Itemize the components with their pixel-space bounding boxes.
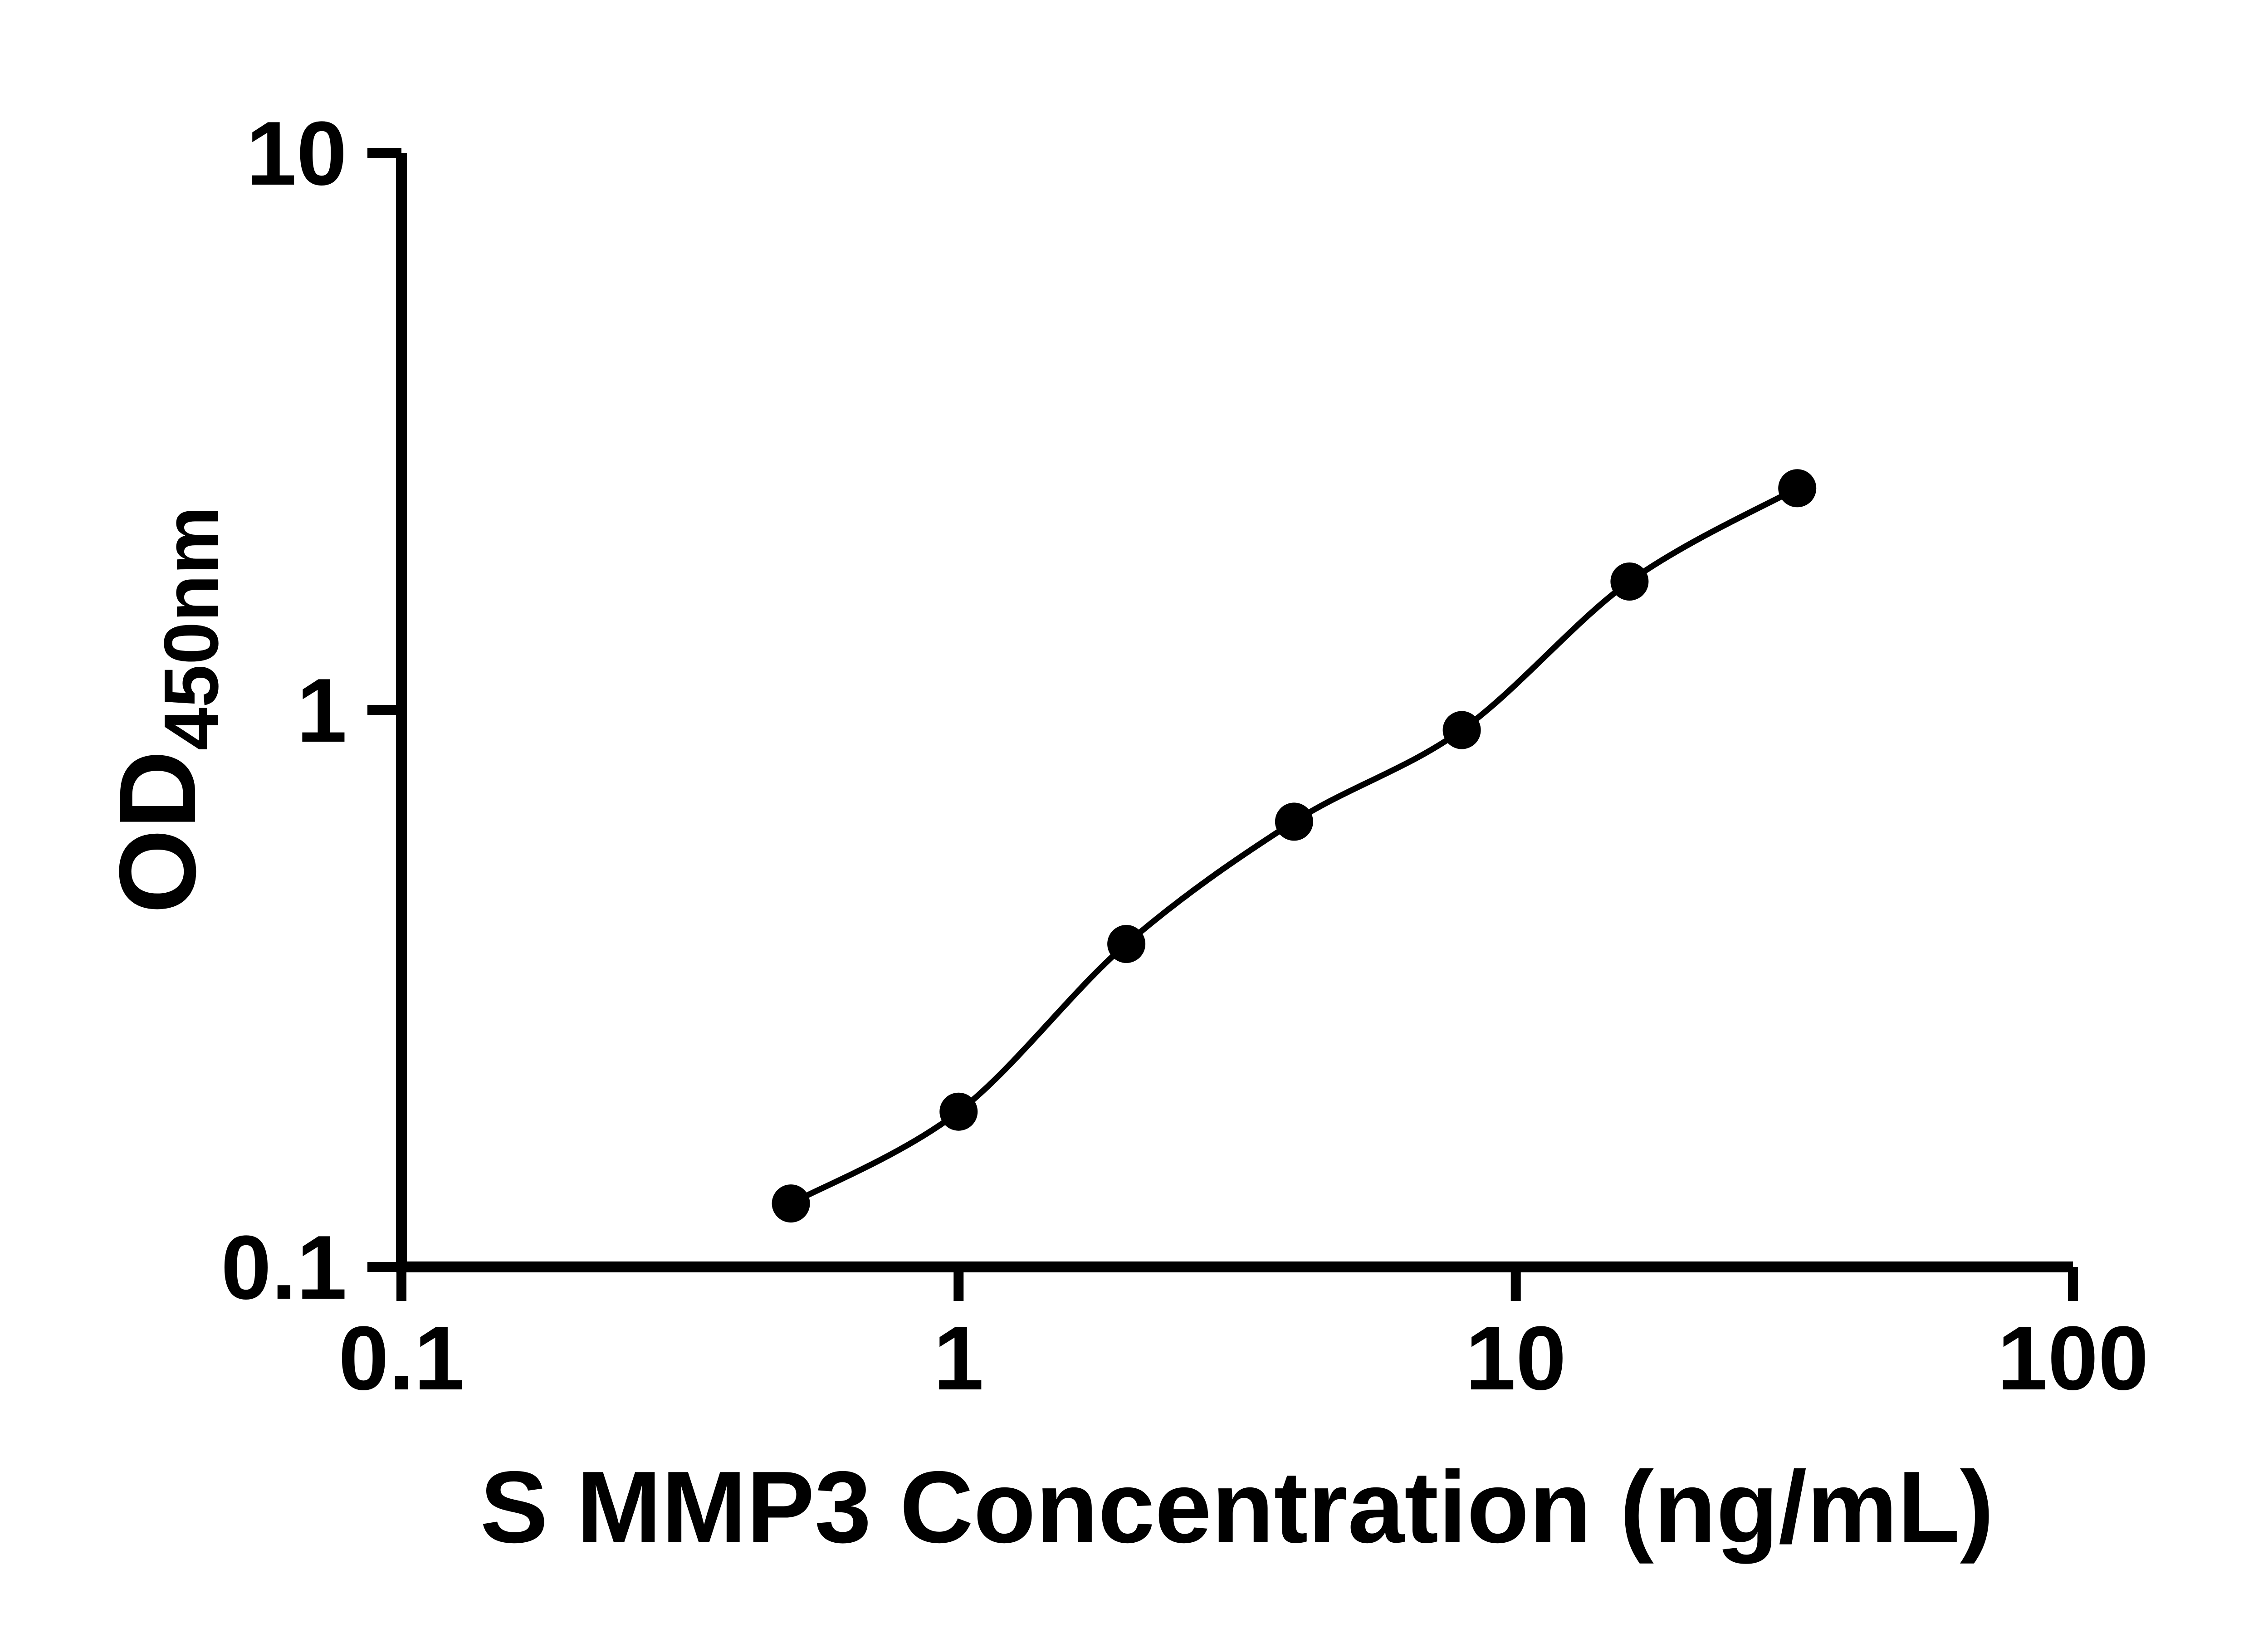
y-tick-label: 10 [246,103,347,204]
data-point [772,1184,810,1223]
data-point [1442,711,1481,749]
y-tick-label: 0.1 [221,1217,347,1318]
data-point [939,1092,978,1131]
axis-ticks [367,148,2078,1301]
y-axis-tick-labels: 0.1 1 10 [221,103,347,1318]
data-point [1107,925,1146,963]
x-tick-label: 100 [1997,1308,2149,1409]
y-axis-title: OD450nm [97,506,235,914]
y-axis-title-subscript: 450nm [148,506,235,751]
x-tick-label: 1 [934,1308,984,1409]
data-point [1275,802,1313,841]
data-points [772,469,1817,1223]
axis-lines [396,153,2073,1272]
x-tick-label: 10 [1465,1308,1566,1409]
x-tick-label: 0.1 [338,1308,464,1409]
x-axis-tick-labels: 0.1 1 10 100 [338,1308,2149,1409]
fit-curve [789,485,1799,1206]
axes [396,153,2073,1272]
y-tick-label: 1 [297,660,347,761]
data-point [1778,469,1817,508]
data-point [1610,562,1649,601]
x-axis-title: S MMP3 Concentration (ng/mL) [480,1450,1994,1564]
